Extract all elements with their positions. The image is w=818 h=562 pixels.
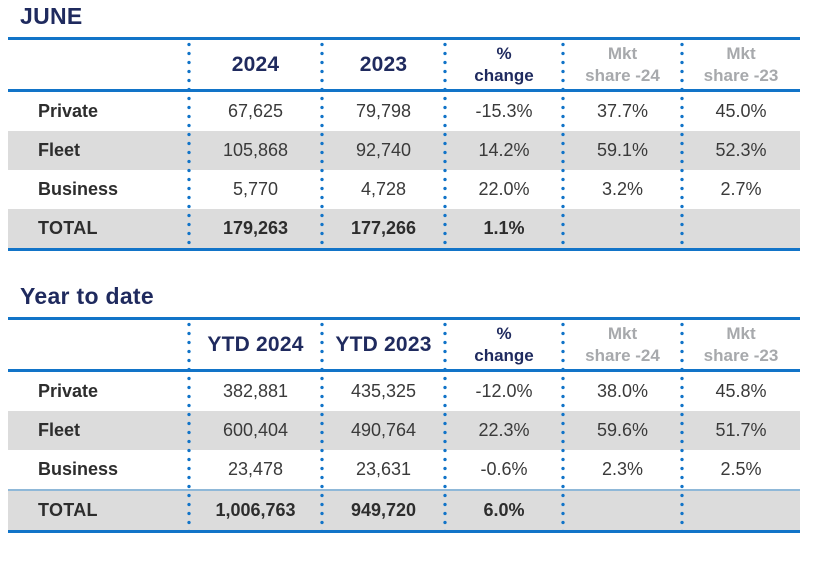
row-label: Business <box>38 179 119 199</box>
ytd-section-title: Year to date <box>20 283 154 309</box>
mkt-share-23-line1: Mkt <box>726 43 756 63</box>
ytd-table: YTD 2024 YTD 2023 % change Mkt share -24… <box>8 317 800 533</box>
june-table-top-rule <box>8 37 800 40</box>
ytd-header-pct-change: % change <box>445 320 563 369</box>
ytd-header-rule <box>8 369 800 372</box>
ytd-header-mkt-share-24: Mkt share -24 <box>563 320 682 369</box>
value-ytd-2024: 1,006,763 <box>215 500 296 520</box>
value-2024: 179,263 <box>222 218 289 238</box>
value-ytd-2023: 949,720 <box>350 500 417 520</box>
row-label: Fleet <box>38 140 81 160</box>
table-row-business: Business 23,478 23,631 -0.6% 2.3% 2.5% <box>8 450 800 489</box>
value-2023: 92,740 <box>355 140 412 160</box>
mkt-share-24-line2: share -24 <box>585 345 660 365</box>
table-row-private: Private 382,881 435,325 -12.0% 38.0% 45.… <box>8 372 800 411</box>
value-pct-change: 6.0% <box>483 500 525 520</box>
row-label: TOTAL <box>38 500 98 520</box>
ytd-header-2024: YTD 2024 <box>207 332 304 356</box>
pct-change-line2: change <box>474 65 534 85</box>
value-mkt-share-23: 2.5% <box>720 459 762 479</box>
value-2023: 79,798 <box>355 101 412 121</box>
value-2023: 4,728 <box>360 179 407 199</box>
row-label: Private <box>38 381 99 401</box>
page: JUNE 2024 2023 % change Mkt share -24 Mk… <box>8 3 800 533</box>
table-row-fleet: Fleet 105,868 92,740 14.2% 59.1% 52.3% <box>8 131 800 170</box>
june-table-bottom-rule <box>8 248 800 251</box>
pct-change-line2: change <box>474 345 534 365</box>
june-section-title: JUNE <box>20 3 83 29</box>
table-row-total: TOTAL 1,006,763 949,720 6.0% <box>8 491 800 530</box>
value-2023: 177,266 <box>350 218 417 238</box>
table-row-total: TOTAL 179,263 177,266 1.1% <box>8 209 800 248</box>
value-2024: 5,770 <box>232 179 279 199</box>
pct-change-line1: % <box>496 323 512 343</box>
value-ytd-2023: 435,325 <box>350 381 417 401</box>
pct-change-line1: % <box>496 43 512 63</box>
ytd-header-mkt-share-23: Mkt share -23 <box>682 320 800 369</box>
value-2024: 67,625 <box>227 101 284 121</box>
june-header-row: 2024 2023 % change Mkt share -24 Mkt sha… <box>8 40 800 89</box>
value-pct-change: 14.2% <box>478 140 530 160</box>
value-mkt-share-24: 3.2% <box>601 179 644 199</box>
table-row-fleet: Fleet 600,404 490,764 22.3% 59.6% 51.7% <box>8 411 800 450</box>
ytd-total-top-rule <box>8 489 800 491</box>
value-mkt-share-23: 45.8% <box>715 381 767 401</box>
value-mkt-share-23: 51.7% <box>715 420 767 440</box>
value-mkt-share-23: 52.3% <box>715 140 767 160</box>
ytd-table-top-rule <box>8 317 800 320</box>
june-header-mkt-share-24: Mkt share -24 <box>563 40 682 89</box>
mkt-share-24-line2: share -24 <box>585 65 660 85</box>
row-label: Private <box>38 101 99 121</box>
june-header-rule <box>8 89 800 92</box>
mkt-share-23-line1: Mkt <box>726 323 756 343</box>
ytd-table-bottom-rule <box>8 530 800 533</box>
value-pct-change: 22.0% <box>478 179 530 199</box>
june-table: 2024 2023 % change Mkt share -24 Mkt sha… <box>8 37 800 251</box>
june-header-pct-change: % change <box>445 40 563 89</box>
mkt-share-23-line2: share -23 <box>703 65 779 85</box>
value-ytd-2024: 382,881 <box>222 381 289 401</box>
june-header-blank-cell <box>8 40 189 89</box>
value-pct-change: -15.3% <box>475 101 533 121</box>
value-mkt-share-23: 2.7% <box>720 179 762 199</box>
value-pct-change: 1.1% <box>483 218 525 238</box>
value-mkt-share-24: 59.1% <box>596 140 649 160</box>
june-header-2023: 2023 <box>359 52 408 76</box>
value-mkt-share-24: 38.0% <box>596 381 649 401</box>
value-mkt-share-24: 37.7% <box>596 101 649 121</box>
june-header-2024: 2024 <box>231 52 280 76</box>
value-pct-change: -12.0% <box>475 381 533 401</box>
ytd-header-row: YTD 2024 YTD 2023 % change Mkt share -24… <box>8 320 800 369</box>
table-row-business: Business 5,770 4,728 22.0% 3.2% 2.7% <box>8 170 800 209</box>
value-pct-change: 22.3% <box>478 420 530 440</box>
value-ytd-2024: 600,404 <box>222 420 289 440</box>
row-label: TOTAL <box>38 218 98 238</box>
mkt-share-23-line2: share -23 <box>703 345 779 365</box>
value-ytd-2023: 23,631 <box>355 459 412 479</box>
value-2024: 105,868 <box>222 140 289 160</box>
value-ytd-2024: 23,478 <box>227 459 284 479</box>
mkt-share-24-line1: Mkt <box>607 43 638 63</box>
row-label: Business <box>38 459 119 479</box>
june-header-mkt-share-23: Mkt share -23 <box>682 40 800 89</box>
value-mkt-share-23: 45.0% <box>715 101 767 121</box>
row-label: Fleet <box>38 420 81 440</box>
value-mkt-share-24: 2.3% <box>601 459 644 479</box>
ytd-header-blank-cell <box>8 320 189 369</box>
value-pct-change: -0.6% <box>480 459 528 479</box>
value-ytd-2023: 490,764 <box>350 420 417 440</box>
ytd-header-2023: YTD 2023 <box>335 332 432 356</box>
table-row-private: Private 67,625 79,798 -15.3% 37.7% 45.0% <box>8 92 800 131</box>
mkt-share-24-line1: Mkt <box>607 323 638 343</box>
value-mkt-share-24: 59.6% <box>596 420 649 440</box>
